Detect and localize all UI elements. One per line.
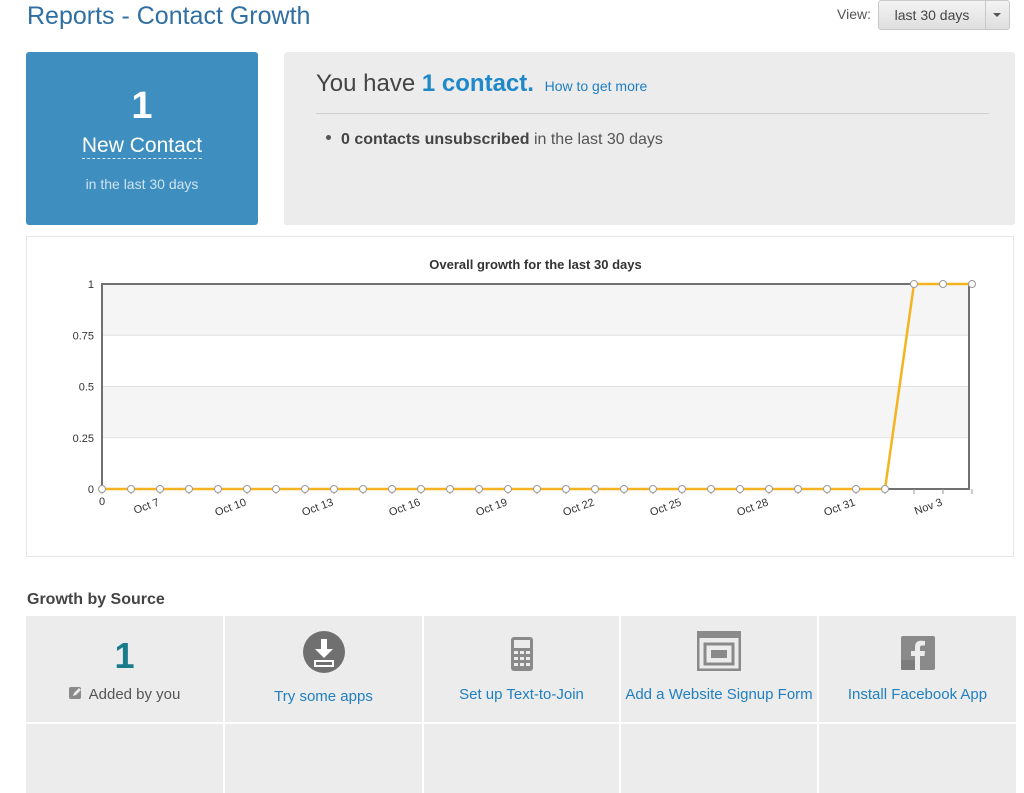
summary-count: 1 contact. <box>421 70 534 97</box>
unsubscribed-summary: 0 contacts unsubscribed in the last 30 d… <box>326 131 663 149</box>
y-tick-label: 0.25 <box>73 433 94 445</box>
data-point <box>765 485 773 493</box>
empty-cell <box>225 724 422 793</box>
data-point <box>417 485 425 493</box>
empty-cell <box>26 724 223 793</box>
website-form-icon <box>697 631 741 671</box>
data-point <box>591 485 599 493</box>
data-point <box>98 485 106 493</box>
view-range-value: last 30 days <box>879 1 986 29</box>
data-point <box>649 485 657 493</box>
data-point <box>446 485 454 493</box>
data-point <box>562 485 570 493</box>
data-point <box>359 485 367 493</box>
source-website-form[interactable]: Add a Website Signup Form <box>621 616 817 722</box>
install-facebook-app-link[interactable]: Install Facebook App <box>847 686 988 703</box>
data-point <box>330 485 338 493</box>
data-point <box>185 485 193 493</box>
new-contacts-link[interactable]: New Contact <box>81 134 203 159</box>
data-point <box>214 485 222 493</box>
data-point <box>475 485 483 493</box>
added-by-you-label: Added by you <box>26 686 223 703</box>
data-point <box>620 485 628 493</box>
try-some-apps-link[interactable]: Try some apps <box>274 688 373 705</box>
data-point <box>939 280 947 288</box>
new-contacts-tile: 1 New Contact in the last 30 days <box>26 52 258 225</box>
y-tick-label: 1 <box>88 279 94 291</box>
x-tick-label: Oct 19 <box>474 497 509 519</box>
growth-by-source-title: Growth by Source <box>27 591 165 608</box>
chart-title: Overall growth for the last 30 days <box>429 257 641 272</box>
view-label: View: <box>837 6 871 22</box>
summary-prefix: You have <box>316 70 416 97</box>
data-point <box>272 485 280 493</box>
data-point <box>968 280 976 288</box>
data-point <box>910 280 918 288</box>
empty-cell <box>819 724 1016 793</box>
unsubscribed-period: in the last 30 days <box>529 131 663 148</box>
data-point <box>794 485 802 493</box>
data-point <box>881 485 889 493</box>
text-to-join-link[interactable]: Set up Text-to-Join <box>459 686 584 703</box>
source-text-to-join[interactable]: Set up Text-to-Join <box>424 616 619 722</box>
x-tick-label: Oct 31 <box>822 497 857 519</box>
added-by-you-text: Added by you <box>88 686 181 703</box>
x-tick-label: 0 <box>99 496 105 508</box>
website-signup-form-link[interactable]: Add a Website Signup Form <box>625 686 813 703</box>
data-point <box>243 485 251 493</box>
new-contacts-period: in the last 30 days <box>85 176 199 192</box>
chart-grid-band <box>102 335 969 387</box>
data-point <box>127 485 135 493</box>
divider <box>316 113 989 114</box>
summary-heading: You have 1 contact. How to get more <box>316 70 647 98</box>
empty-cell <box>621 724 817 793</box>
view-range-dropdown[interactable]: last 30 days <box>878 0 1010 30</box>
x-tick-label: Oct 22 <box>561 497 596 519</box>
x-tick-label: Oct 13 <box>300 497 335 519</box>
x-tick-label: Oct 28 <box>735 497 770 519</box>
x-tick-label: Oct 25 <box>648 497 683 519</box>
chart-grid-band <box>102 386 969 438</box>
chart-grid-band <box>102 437 969 489</box>
growth-chart-panel: Overall growth for the last 30 days 0 0.25… <box>26 236 1014 557</box>
unsubscribed-count: 0 contacts unsubscribed <box>341 131 530 148</box>
chevron-down-icon[interactable] <box>985 1 1009 29</box>
empty-cell <box>424 724 619 793</box>
data-point <box>504 485 512 493</box>
data-point <box>301 485 309 493</box>
bullet-icon <box>326 135 331 141</box>
growth-by-source-grid: 1 Added by you Try some apps Set up <box>26 616 1016 793</box>
chart-grid-band <box>102 284 969 336</box>
y-tick-label: 0 <box>88 484 94 496</box>
new-contacts-count: 1 <box>131 85 153 127</box>
added-by-you-count: 1 <box>114 635 135 676</box>
x-tick-label: Nov 3 <box>913 497 944 518</box>
data-point <box>823 485 831 493</box>
y-tick-label: 0.75 <box>73 330 94 342</box>
data-point <box>707 485 715 493</box>
data-point <box>156 485 164 493</box>
source-try-apps[interactable]: Try some apps <box>225 616 422 722</box>
pencil-icon <box>68 687 81 700</box>
how-to-get-more-link[interactable]: How to get more <box>544 78 648 94</box>
source-added-by-you: 1 Added by you <box>26 616 223 722</box>
phone-keypad-icon <box>510 637 533 671</box>
x-tick-label: Oct 7 <box>132 497 161 517</box>
x-tick-label: Oct 16 <box>387 497 422 519</box>
data-point <box>388 485 396 493</box>
facebook-icon <box>900 636 935 670</box>
data-point <box>533 485 541 493</box>
y-tick-label: 0.5 <box>79 382 94 394</box>
contact-summary: You have 1 contact. How to get more 0 co… <box>284 52 1015 225</box>
data-point <box>852 485 860 493</box>
growth-chart: Overall growth for the last 30 days 0 0.25… <box>73 257 976 519</box>
download-circle-icon <box>302 631 345 673</box>
source-facebook-app[interactable]: Install Facebook App <box>819 616 1016 722</box>
x-tick-label: Oct 10 <box>213 497 248 519</box>
page-title: Reports - Contact Growth <box>27 2 311 30</box>
data-point <box>736 485 744 493</box>
data-point <box>678 485 686 493</box>
